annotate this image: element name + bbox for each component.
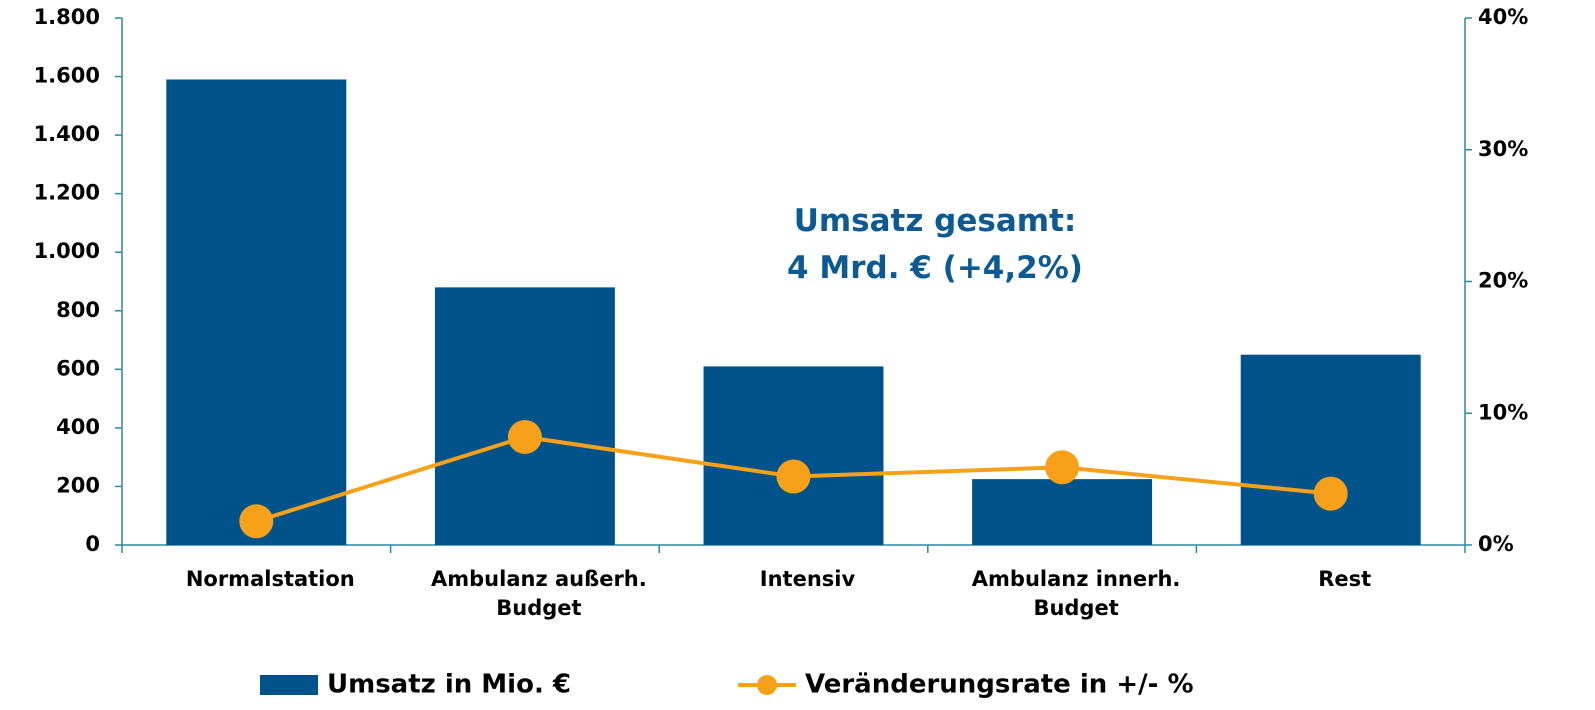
bar [434, 287, 615, 545]
y-tick-label: 1.400 [34, 122, 100, 146]
bar [1240, 354, 1421, 545]
y-tick-label: 1.200 [34, 181, 100, 205]
legend-label: Veränderungsrate in +/- % [805, 670, 1194, 700]
y-tick-label: 1.000 [34, 239, 100, 263]
line-marker [507, 419, 542, 454]
bar [703, 366, 884, 545]
legend-swatch [757, 675, 777, 695]
bar [972, 479, 1153, 545]
bar [166, 79, 347, 545]
y2-tick-label: 10% [1478, 400, 1528, 424]
y2-tick-label: 20% [1478, 269, 1528, 293]
y-tick-label: 400 [56, 415, 100, 439]
x-tick-label: Normalstation [185, 567, 355, 591]
legend-swatch [260, 675, 318, 695]
line-marker [776, 459, 811, 494]
y-tick-label: 600 [56, 356, 100, 380]
annotation: Umsatz gesamt: 4 Mrd. € (+4,2%) [787, 203, 1083, 286]
y-tick-label: 0 [85, 532, 100, 556]
y2-tick-label: 30% [1478, 137, 1528, 161]
line-marker [1313, 476, 1348, 511]
y-tick-label: 1.800 [34, 5, 100, 29]
legend-label: Umsatz in Mio. € [327, 670, 571, 700]
y-tick-label: 1.600 [34, 64, 100, 88]
x-tick-label: Rest [1318, 567, 1372, 591]
line-marker [239, 504, 274, 539]
line-marker [1045, 450, 1080, 485]
y-tick-label: 800 [56, 298, 100, 322]
x-tick-label: Ambulanz innerh. Budget [971, 567, 1181, 620]
y2-tick-label: 40% [1478, 5, 1528, 29]
y-tick-label: 200 [56, 473, 100, 497]
x-tick-label: Ambulanz außerh. Budget [431, 567, 647, 620]
x-tick-label: Intensiv [759, 567, 856, 591]
y2-tick-label: 0% [1478, 532, 1514, 556]
